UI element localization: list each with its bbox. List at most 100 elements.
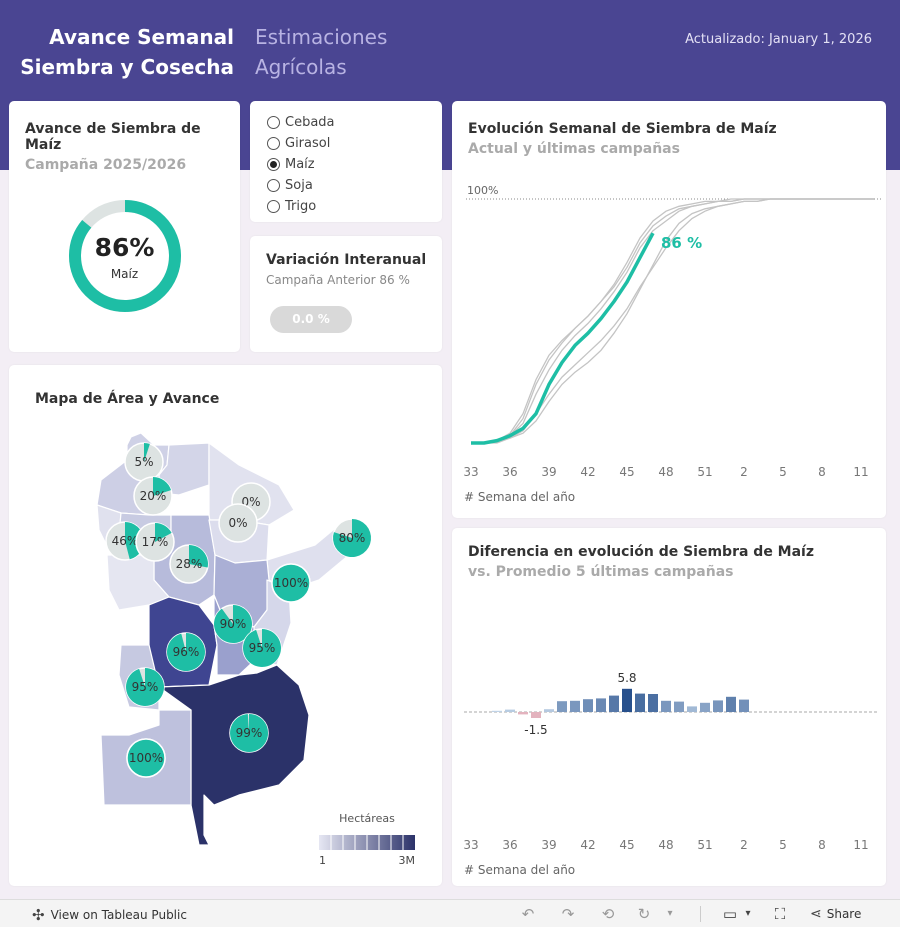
crop-option-label: Soja xyxy=(285,178,313,193)
bottom-toolbar: ✣ View on Tableau Public ↶ ↷ ⟲ ↻ ▾ ▭ ▾ ⛶… xyxy=(0,899,900,927)
region-pie[interactable]: 0% xyxy=(218,503,258,543)
difference-bar[interactable] xyxy=(544,709,554,712)
difference-bar[interactable] xyxy=(596,698,606,712)
difference-bar[interactable] xyxy=(648,694,658,712)
device-dropdown-icon[interactable]: ▾ xyxy=(745,908,751,919)
evolution-chart[interactable]: 100% 86 % 33 36 39 42 45 48 51 2 5 8 11 # Semana d… xyxy=(452,101,886,518)
region-pct-label: 95% xyxy=(249,641,276,655)
region-pie[interactable]: 99% xyxy=(229,713,269,753)
refresh-dropdown-icon[interactable]: ▾ xyxy=(667,908,673,919)
region-pct-label: 96% xyxy=(173,645,200,659)
view-on-tableau-label: View on Tableau Public xyxy=(50,908,187,922)
pie-slice xyxy=(144,443,150,462)
min-value-label: -1.5 xyxy=(524,723,547,737)
difference-bar[interactable] xyxy=(492,710,502,712)
kpi-value: 86% xyxy=(94,233,155,262)
previous-campaign-line[interactable] xyxy=(471,198,874,444)
crop-option-trigo[interactable]: Trigo xyxy=(267,196,442,217)
subtitle-line-2: Agrícolas xyxy=(255,55,347,79)
region-pie[interactable]: 95% xyxy=(242,628,282,668)
x-tick-label: 2 xyxy=(740,465,748,479)
radio-button[interactable] xyxy=(267,179,280,192)
difference-bar[interactable] xyxy=(622,688,632,712)
crop-option-soja[interactable]: Soja xyxy=(267,175,442,196)
difference-bar[interactable] xyxy=(739,699,749,712)
difference-bar[interactable] xyxy=(713,700,723,712)
difference-bar[interactable] xyxy=(609,695,619,712)
radio-button[interactable] xyxy=(267,116,280,129)
fullscreen-icon[interactable]: ⛶ xyxy=(774,905,786,923)
region-pct-label: 5% xyxy=(134,455,153,469)
map-legend-min: 1 xyxy=(319,854,326,867)
pie-slice xyxy=(213,605,252,643)
difference-bar[interactable] xyxy=(687,706,697,712)
pie-slice xyxy=(333,519,372,557)
difference-bar[interactable] xyxy=(583,699,593,712)
difference-bar[interactable] xyxy=(557,701,567,712)
difference-card: Diferencia en evolución de Siembra de Ma… xyxy=(452,528,886,886)
region-pct-label: 95% xyxy=(132,680,159,694)
difference-bar[interactable] xyxy=(505,709,515,712)
region-pie[interactable]: 5% xyxy=(124,442,164,482)
revert-icon[interactable]: ⟲ xyxy=(601,905,615,923)
difference-bar[interactable] xyxy=(531,712,541,718)
share-button[interactable]: ⋖ Share xyxy=(810,906,861,922)
max-value-label: 5.8 xyxy=(617,671,636,685)
view-on-tableau-link[interactable]: ✣ View on Tableau Public xyxy=(32,906,187,924)
region-pie[interactable]: 17% xyxy=(135,522,175,562)
x-tick-label: 33 xyxy=(463,465,478,479)
x-tick-label: 8 xyxy=(818,838,826,852)
difference-bar[interactable] xyxy=(570,700,580,712)
region-pie[interactable]: 90% xyxy=(213,604,253,644)
region-pct-label: 0% xyxy=(228,516,247,530)
undo-icon[interactable]: ↶ xyxy=(521,905,535,923)
map-legend-max: 3M xyxy=(399,854,416,867)
share-icon: ⋖ xyxy=(810,906,822,922)
x-tick-label: 36 xyxy=(502,838,517,852)
updated-date: Actualizado: January 1, 2026 xyxy=(685,32,872,47)
refresh-icon[interactable]: ↻ xyxy=(637,905,651,923)
share-label: Share xyxy=(826,907,862,921)
device-preview-icon[interactable]: ▭ xyxy=(722,905,738,923)
difference-bar[interactable] xyxy=(726,696,736,712)
x-tick-label: 42 xyxy=(580,838,595,852)
province-map[interactable]: 5%20% 0%0%46% 17% 80%28%100%90%96% 95%95%99%… xyxy=(9,365,442,886)
difference-chart[interactable]: 5.8 -1.5 33 36 39 42 45 48 51 2 5 8 11 # Semana de… xyxy=(452,528,886,886)
region-pie[interactable]: 100% xyxy=(271,563,311,603)
region-pie[interactable]: 28% xyxy=(169,544,209,584)
radio-button[interactable] xyxy=(267,200,280,213)
radio-button[interactable] xyxy=(267,137,280,150)
kpi-title: Avance de Siembra de Maíz xyxy=(25,121,201,153)
redo-icon[interactable]: ↷ xyxy=(561,905,575,923)
variation-title: Variación Interanual xyxy=(266,252,427,268)
x-tick-label: 51 xyxy=(697,838,712,852)
evolution-title: Evolución Semanal de Siembra de Maíz xyxy=(468,121,777,137)
region-pct-label: 100% xyxy=(274,576,308,590)
crop-radio-list: Cebada Girasol Maíz Soja Trigo xyxy=(267,112,442,217)
current-campaign-line[interactable] xyxy=(471,232,655,445)
difference-bar[interactable] xyxy=(661,700,671,712)
crop-option-cebada[interactable]: Cebada xyxy=(267,112,442,133)
pie-slice xyxy=(271,563,311,603)
pie-slice xyxy=(126,668,165,706)
region-buenosaires[interactable] xyxy=(158,664,310,846)
difference-bar[interactable] xyxy=(518,712,528,715)
region-pct-label: 20% xyxy=(140,489,167,503)
region-pie[interactable]: 96% xyxy=(166,632,206,672)
x-tick-label: 48 xyxy=(658,465,673,479)
difference-bar[interactable] xyxy=(635,693,645,712)
pie-background xyxy=(218,503,258,543)
region-pie[interactable]: 95% xyxy=(125,667,165,707)
difference-bar[interactable] xyxy=(674,701,684,712)
radio-button[interactable] xyxy=(267,158,280,171)
crop-option-girasol[interactable]: Girasol xyxy=(267,133,442,154)
region-pie[interactable]: 80% xyxy=(332,518,372,558)
pie-slice xyxy=(189,545,208,568)
kpi-ring-progress xyxy=(69,200,181,312)
crop-option-maíz[interactable]: Maíz xyxy=(267,154,442,175)
x-tick-label: 8 xyxy=(818,465,826,479)
difference-bar[interactable] xyxy=(700,702,710,712)
title-line-2: Siembra y Cosecha xyxy=(20,55,234,79)
region-pie[interactable]: 20% xyxy=(133,476,173,516)
region-pie[interactable]: 100% xyxy=(126,738,166,778)
